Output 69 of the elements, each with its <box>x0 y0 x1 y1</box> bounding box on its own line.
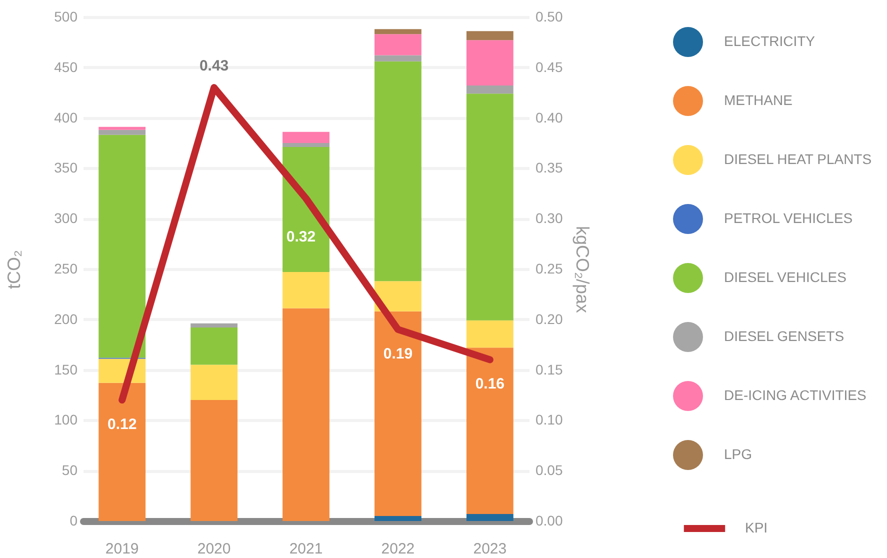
y-tick-label: 150 <box>54 361 78 378</box>
y2-tick-label: 0.50 <box>536 8 563 24</box>
y2-tick-label: 0.00 <box>536 512 563 528</box>
data-label: 0.19 <box>383 345 413 362</box>
bar <box>98 382 146 521</box>
bar <box>282 308 330 521</box>
legend-label: ELECTRICITY <box>724 33 816 49</box>
legend-label: DIESEL GENSETS <box>724 328 844 344</box>
y-tick-label: 350 <box>54 160 78 176</box>
y-tick-label: 50 <box>62 462 78 478</box>
y-tick-label: 250 <box>54 260 78 276</box>
y-tick-label: 400 <box>54 109 78 126</box>
y-tick-label: 0 <box>70 512 78 528</box>
legend-label: DE-ICING ACTIVITIES <box>724 387 866 403</box>
y2-tick-label: 0.30 <box>536 210 563 226</box>
y2-tick-label: 0.35 <box>536 160 563 176</box>
legend-label: KPI <box>745 520 768 536</box>
y2-tick-label: 0.05 <box>536 462 563 478</box>
bar <box>374 61 422 282</box>
y-tick-label: 500 <box>54 8 78 24</box>
x-tick-label: 2023 <box>473 540 507 558</box>
bar <box>190 323 238 328</box>
data-label: 0.12 <box>107 416 137 434</box>
legend-label: METHANE <box>724 92 792 108</box>
bar <box>466 320 514 348</box>
x-tick-label: 2022 <box>381 540 415 558</box>
legend-label: DIESEL HEAT PLANTS <box>724 151 872 167</box>
data-label: 0.32 <box>286 228 316 246</box>
bar <box>282 272 330 308</box>
bar <box>98 130 146 135</box>
bar <box>466 348 514 514</box>
y-tick-label: 200 <box>54 310 78 327</box>
x-tick-label: 2021 <box>289 540 323 558</box>
y2-tick-label: 0.15 <box>536 361 563 378</box>
bar <box>374 281 422 312</box>
bar <box>190 327 238 365</box>
bar <box>98 126 146 130</box>
bar <box>466 514 514 521</box>
y2-tick-label: 0.10 <box>536 412 563 428</box>
y2-tick-label: 0.20 <box>536 310 563 327</box>
y-tick-label: 450 <box>54 58 78 75</box>
legend-label: DIESEL VEHICLES <box>724 269 846 285</box>
y2-axis-title: kgCO₂/pax <box>572 226 593 314</box>
bar <box>466 40 514 86</box>
bar <box>374 311 422 516</box>
bar <box>374 34 422 56</box>
bar <box>374 516 422 521</box>
bar <box>466 86 514 94</box>
bar <box>374 55 422 62</box>
x-tick-label: 2019 <box>105 540 139 558</box>
y-axis-title: tCO₂ <box>4 250 24 289</box>
bar <box>374 29 422 34</box>
bar <box>190 364 238 400</box>
data-label: 0.43 <box>199 58 229 75</box>
bar <box>466 94 514 320</box>
x-tick-label: 2020 <box>197 540 231 558</box>
data-label: 0.16 <box>475 376 505 393</box>
bar <box>466 31 514 40</box>
y-tick-label: 100 <box>54 412 78 428</box>
bar <box>190 400 238 521</box>
y2-tick-label: 0.25 <box>536 260 563 276</box>
bar <box>282 143 330 148</box>
legend-label: LPG <box>724 446 752 462</box>
legend-label: PETROL VEHICLES <box>724 210 853 226</box>
bar <box>98 134 146 358</box>
bar <box>282 132 330 143</box>
y2-tick-label: 0.45 <box>536 58 563 75</box>
y-tick-label: 300 <box>54 210 78 226</box>
y2-tick-label: 0.40 <box>536 109 563 126</box>
